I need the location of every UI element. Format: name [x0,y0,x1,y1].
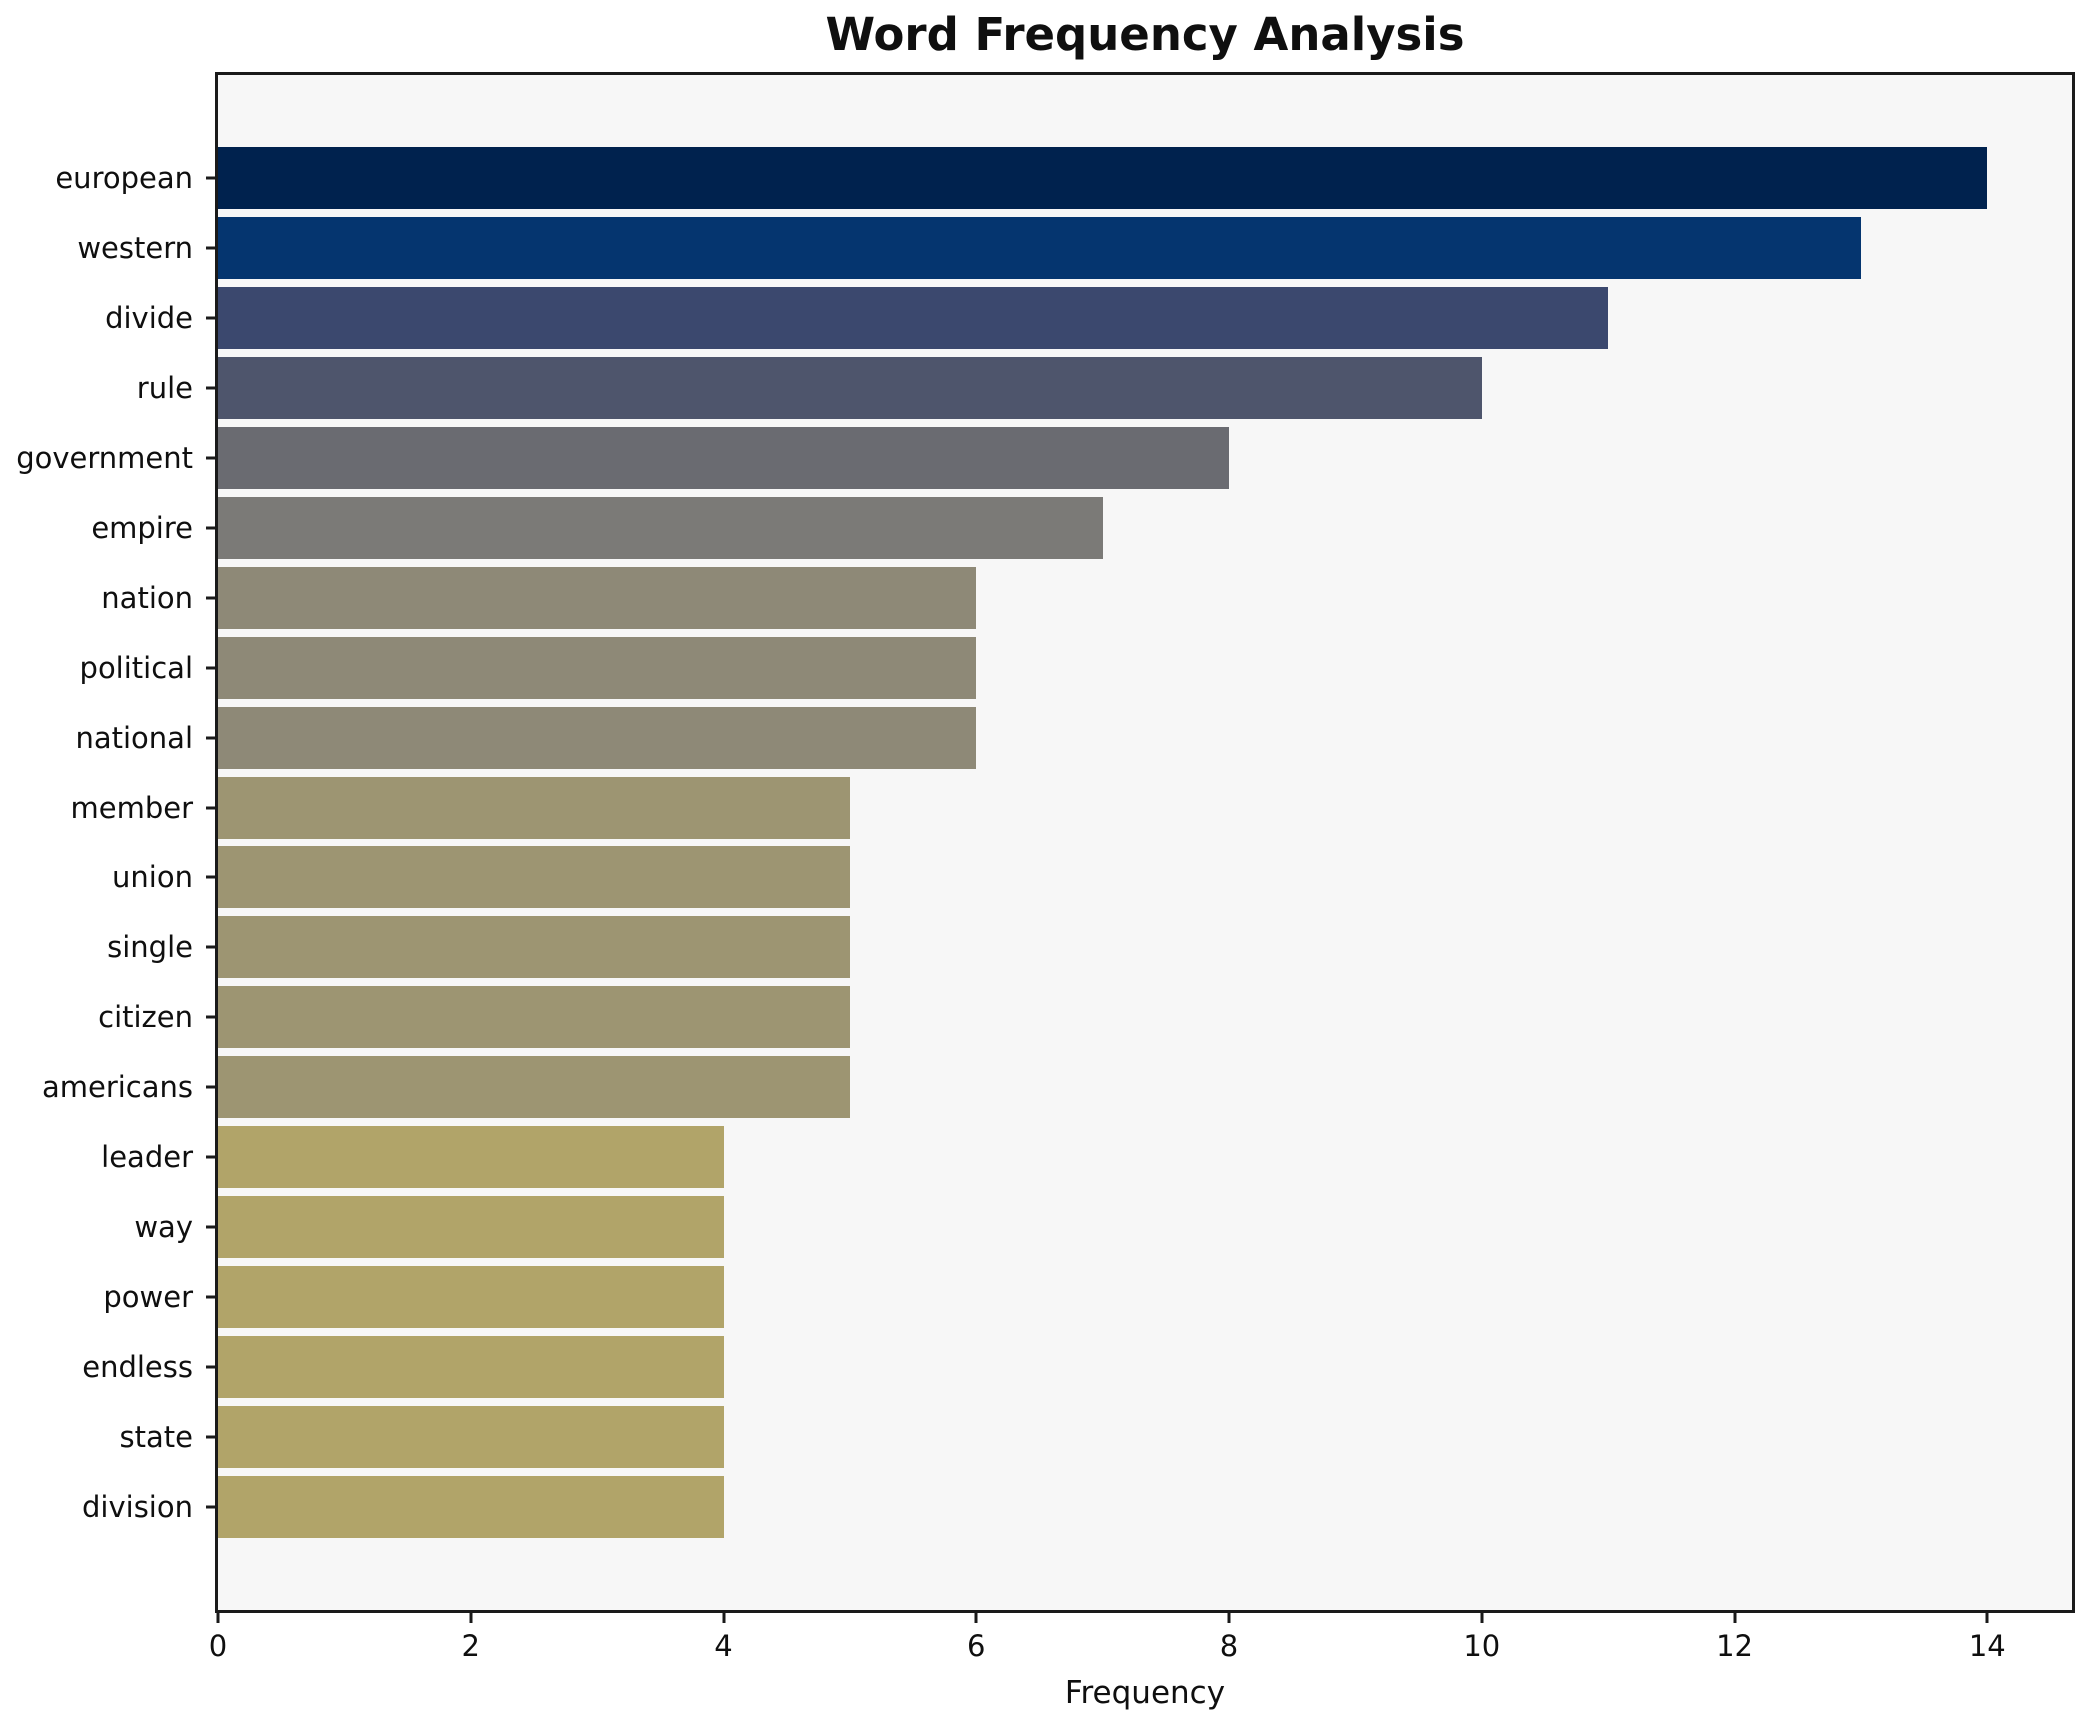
plot-area [215,72,2075,1613]
y-tick-label-government: government [16,440,193,475]
bar-citizen [218,986,850,1049]
bar-division [218,1476,724,1539]
x-tick-label-8: 8 [1219,1629,1239,1663]
x-tick-label-4: 4 [714,1629,733,1663]
y-tick-mark [206,526,215,530]
x-tick-mark [216,1613,220,1623]
y-tick-mark [206,666,215,670]
y-tick-mark [206,1365,215,1369]
y-tick-label-state: state [119,1420,193,1455]
y-tick-mark [206,246,215,250]
y-tick-label-single: single [107,930,193,965]
bar-state [218,1406,724,1469]
y-tick-mark [206,1015,215,1019]
x-tick-mark [469,1613,473,1623]
bar-endless [218,1336,724,1399]
y-tick-label-union: union [112,860,193,895]
x-tick-mark [722,1613,726,1623]
bar-divide [218,286,1609,349]
y-tick-mark [206,1085,215,1089]
y-tick-mark [206,456,215,460]
y-tick-label-rule: rule [136,370,193,405]
x-tick-mark [974,1613,978,1623]
y-tick-mark [206,875,215,879]
y-tick-label-leader: leader [101,1140,193,1175]
bar-union [218,846,850,909]
y-tick-mark [206,1225,215,1229]
y-tick-label-nation: nation [101,580,193,615]
y-tick-label-way: way [134,1210,193,1245]
y-tick-label-endless: endless [82,1350,193,1385]
y-tick-mark [206,945,215,949]
bar-political [218,636,977,699]
y-tick-mark [206,1435,215,1439]
y-tick-label-national: national [75,720,193,755]
y-tick-mark [206,806,215,810]
bar-single [218,916,850,979]
y-tick-label-western: western [77,230,193,265]
x-tick-label-10: 10 [1463,1629,1501,1663]
y-tick-mark [206,386,215,390]
x-tick-mark [1733,1613,1737,1623]
y-tick-label-member: member [70,790,193,825]
bar-power [218,1266,724,1329]
x-tick-label-6: 6 [967,1629,986,1663]
bar-government [218,426,1230,489]
chart-title: Word Frequency Analysis [825,8,1465,61]
bar-western [218,216,1861,279]
x-tick-mark [1985,1613,1989,1623]
y-tick-mark [206,176,215,180]
y-tick-mark [206,1295,215,1299]
y-tick-mark [206,1505,215,1509]
y-tick-mark [206,1155,215,1159]
x-tick-label-2: 2 [461,1629,480,1663]
bar-nation [218,566,977,629]
bar-way [218,1196,724,1259]
x-tick-mark [1480,1613,1484,1623]
y-tick-mark [206,316,215,320]
y-tick-label-empire: empire [91,510,193,545]
y-tick-label-european: european [55,160,193,195]
x-tick-label-12: 12 [1716,1629,1754,1663]
x-axis-label: Frequency [1064,1675,1226,1711]
y-tick-label-divide: divide [105,300,193,335]
bar-member [218,776,850,839]
x-tick-label-0: 0 [208,1629,228,1663]
y-tick-mark [206,596,215,600]
x-tick-label-14: 14 [1968,1629,2006,1663]
bar-empire [218,496,1103,559]
x-tick-mark [1227,1613,1231,1623]
bar-national [218,706,977,769]
y-tick-label-citizen: citizen [98,1000,193,1035]
bar-americans [218,1056,850,1119]
y-tick-label-division: division [82,1490,193,1525]
bar-european [218,146,1988,209]
y-tick-mark [206,736,215,740]
y-tick-label-power: power [103,1280,193,1315]
y-tick-label-political: political [79,650,193,685]
bar-leader [218,1126,724,1189]
bar-rule [218,356,1482,419]
y-tick-label-americans: americans [41,1070,193,1105]
